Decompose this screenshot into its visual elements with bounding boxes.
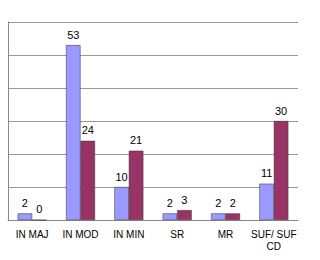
svg-text:SR: SR [170,229,184,240]
svg-text:IN MOD: IN MOD [62,229,98,240]
svg-text:2: 2 [215,197,221,209]
svg-text:21: 21 [130,134,142,146]
svg-text:0: 0 [36,203,42,215]
svg-text:11: 11 [261,167,272,179]
svg-text:10: 10 [115,171,127,183]
svg-text:2: 2 [167,197,173,209]
svg-text:SUF/ SUF: SUF/ SUF [251,229,297,240]
svg-text:2: 2 [22,197,28,209]
svg-text:IN MAJ: IN MAJ [16,229,49,240]
svg-text:24: 24 [82,124,94,136]
svg-text:MR: MR [218,229,234,240]
svg-text:30: 30 [275,105,287,117]
svg-text:2: 2 [230,197,236,209]
svg-text:IN MIN: IN MIN [113,229,144,240]
svg-text:3: 3 [181,194,187,206]
svg-text:53: 53 [67,29,79,41]
svg-text:CD: CD [267,241,281,252]
